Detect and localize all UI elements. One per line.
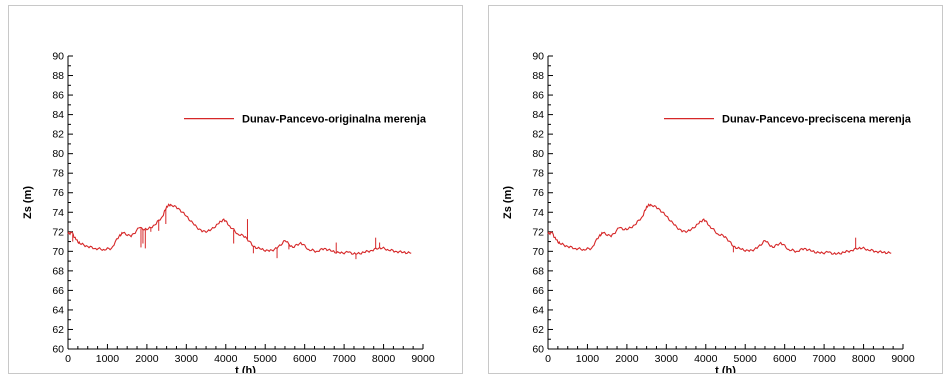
series-line	[67, 203, 412, 255]
x-tick-label: 1000	[96, 353, 120, 365]
y-tick-label: 70	[52, 246, 64, 258]
x-tick-label: 9000	[411, 353, 435, 365]
x-tick-label: 3000	[175, 353, 199, 365]
x-tick-label: 7000	[812, 353, 836, 365]
y-tick-label: 74	[52, 207, 64, 219]
y-axis-title: Zs (m)	[22, 186, 34, 219]
y-tick-label: 86	[52, 90, 64, 102]
y-tick-label: 82	[532, 129, 544, 141]
y-tick-label: 66	[52, 285, 64, 297]
x-tick-label: 4000	[694, 353, 718, 365]
x-axis-title: t (h)	[235, 365, 256, 373]
x-tick-label: 0	[65, 353, 71, 365]
y-tick-label: 80	[532, 148, 544, 160]
x-tick-label: 5000	[734, 353, 758, 365]
y-tick-label: 66	[532, 285, 544, 297]
x-tick-label: 2000	[135, 353, 159, 365]
y-tick-label: 60	[532, 344, 544, 356]
chart-right: 60 62 64 66 68 70 72 74 76 78 80 82 84 86 88 90 0 1000 200…	[502, 51, 915, 374]
y-tick-label: 60	[52, 344, 64, 356]
y-tick-label: 68	[532, 265, 544, 277]
y-tick-label: 84	[532, 109, 544, 121]
y-tick-label: 86	[532, 90, 544, 102]
y-tick-label: 76	[52, 187, 64, 199]
chart-left: 60 62 64 66 68 70 72 74 76 78 80 82 84 86 88 90 0 1000 200…	[22, 51, 435, 374]
chart-panel-right: 60 62 64 66 68 70 72 74 76 78 80 82 84 86 88 90 0 1000 200…	[488, 5, 943, 374]
y-tick-label: 64	[532, 304, 544, 316]
y-tick-label: 90	[52, 51, 64, 63]
legend-label: Dunav-Pancevo-originalna merenja	[242, 114, 427, 126]
y-tick-label: 62	[532, 324, 544, 336]
legend-label: Dunav-Pancevo-preciscena merenja	[722, 114, 912, 126]
y-tick-label: 78	[532, 168, 544, 180]
x-axis-title: t (h)	[715, 365, 736, 373]
y-tick-label: 78	[52, 168, 64, 180]
y-tick-label: 82	[52, 129, 64, 141]
x-tick-label: 4000	[214, 353, 238, 365]
x-tick-label: 6000	[773, 353, 797, 365]
x-tick-label: 3000	[655, 353, 679, 365]
x-tick-label: 9000	[891, 353, 915, 365]
y-tick-label: 72	[52, 226, 64, 238]
y-tick-label: 72	[532, 226, 544, 238]
y-tick-label: 76	[532, 187, 544, 199]
y-axis-title: Zs (m)	[502, 186, 514, 219]
x-tick-label: 0	[545, 353, 551, 365]
y-tick-label: 68	[52, 265, 64, 277]
y-tick-label: 62	[52, 324, 64, 336]
x-tick-label: 8000	[372, 353, 396, 365]
y-tick-label: 70	[532, 246, 544, 258]
y-tick-label: 88	[532, 70, 544, 82]
y-tick-label: 64	[52, 304, 64, 316]
x-tick-label: 8000	[852, 353, 876, 365]
x-tick-label: 7000	[332, 353, 356, 365]
series-line	[547, 203, 892, 255]
y-tick-label: 88	[52, 70, 64, 82]
y-tick-label: 74	[532, 207, 544, 219]
chart-panel-left: 60 62 64 66 68 70 72 74 76 78 80 82 84 86 88 90 0 1000 200…	[8, 5, 463, 374]
y-tick-label: 84	[52, 109, 64, 121]
x-tick-label: 6000	[293, 353, 317, 365]
y-tick-label: 80	[52, 148, 64, 160]
x-tick-label: 1000	[576, 353, 600, 365]
y-tick-label: 90	[532, 51, 544, 63]
x-tick-label: 2000	[615, 353, 639, 365]
x-tick-label: 5000	[254, 353, 278, 365]
